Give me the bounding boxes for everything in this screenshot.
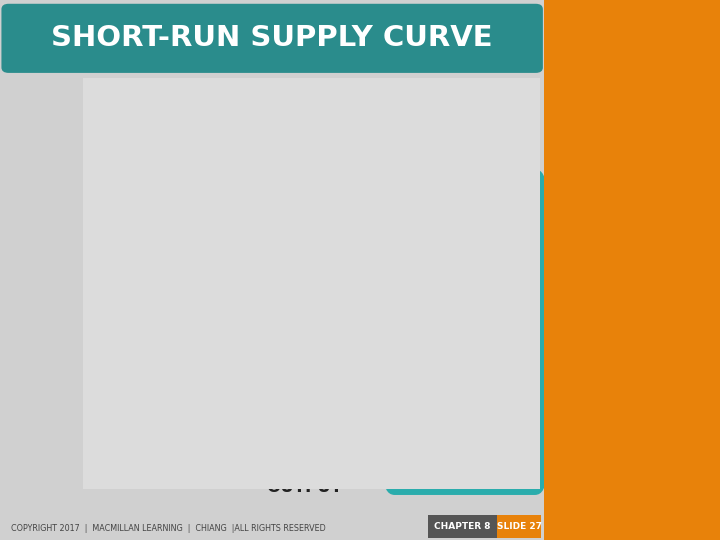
Text: MC: MC <box>366 169 400 188</box>
Text: SHORT-RUN
SUPPLY CURVE: SHORT-RUN SUPPLY CURVE <box>187 191 283 219</box>
Text: ATC: ATC <box>485 226 523 244</box>
Text: CHAPTER 8: CHAPTER 8 <box>434 522 491 531</box>
X-axis label: OUTPUT: OUTPUT <box>266 478 342 496</box>
Text: COPYRIGHT 2017  |  MACMILLAN LEARNING  |  CHIANG  |ALL RIGHTS RESERVED: COPYRIGHT 2017 | MACMILLAN LEARNING | CH… <box>11 524 325 532</box>
Text: AVC: AVC <box>485 239 525 257</box>
Text: SLIDE 27: SLIDE 27 <box>497 522 541 531</box>
Y-axis label: COST: COST <box>85 261 103 311</box>
Text: A firm’s short-run
supply curve is its
marginal cost
curve above the
minimum poi: A firm’s short-run supply curve is its m… <box>401 261 528 403</box>
FancyBboxPatch shape <box>383 169 546 495</box>
Text: SHORT-RUN SUPPLY CURVE: SHORT-RUN SUPPLY CURVE <box>51 24 493 52</box>
